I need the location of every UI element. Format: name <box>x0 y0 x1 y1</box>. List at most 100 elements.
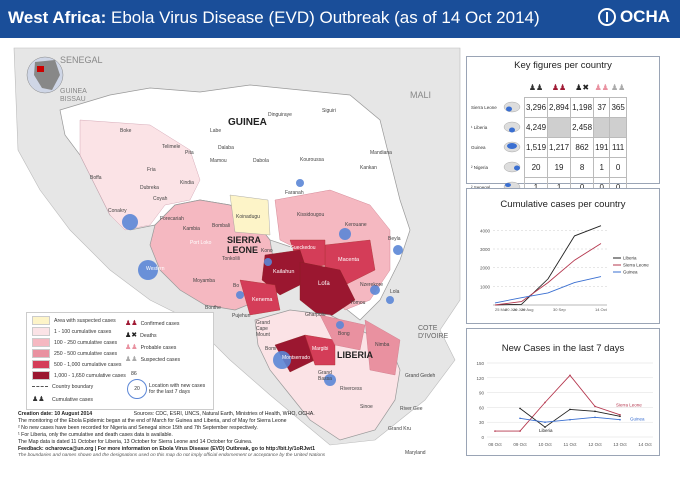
country-name: Sierra Leone <box>471 105 497 110</box>
cell <box>547 117 572 138</box>
footer-line: The Map data is dated 11 October for Lib… <box>18 439 253 445</box>
place: Margibi <box>312 346 329 352</box>
key-figures-table: ♟♟ ♟♟ ♟✖ ♟♟ ♟♟ Sierra Leone 3,296 2,894 … <box>467 77 627 198</box>
cumulative-icon: ♟♟ <box>528 82 544 92</box>
label-sierra-leone: SIERRA LEONE <box>227 235 261 255</box>
footer-line: ¹ For Liberia, only the cumulative and d… <box>18 432 173 438</box>
sources-text: Sources: CDC, ESRI, UNCS, Natural Earth,… <box>133 411 315 417</box>
y-tick-label: 3000 <box>480 247 491 252</box>
place: Kailahun <box>273 269 295 275</box>
lofa-district <box>299 261 356 321</box>
cell: 20 <box>523 157 549 178</box>
place: Gharpolu <box>305 312 326 318</box>
place: Telimele <box>162 144 181 150</box>
legend-item: Country boundary <box>32 384 93 390</box>
place: Grand Gedeh <box>405 373 436 379</box>
place: Kono <box>261 248 273 254</box>
guinea-west-cases <box>79 119 201 231</box>
y-tick-label: 60 <box>479 405 485 410</box>
probable-icon: ♟♟ <box>125 344 138 351</box>
ocha-logo: OCHA <box>597 7 670 27</box>
x-tick-label: 13 Oct <box>613 442 627 447</box>
country-name: Guinea <box>471 145 486 150</box>
label-mali: MALI <box>410 90 432 100</box>
legend-swatch <box>32 338 50 347</box>
cell: 365 <box>609 97 627 118</box>
series-label: Liberia <box>539 428 553 433</box>
place: Boffa <box>90 175 102 181</box>
bubble-legend-icon: 20 <box>127 379 147 399</box>
y-tick-label: 2000 <box>480 266 491 271</box>
title-bold: West Africa: <box>8 8 107 27</box>
legend-label: Deaths <box>140 333 157 339</box>
legend-label: 250 - 500 cumulative cases <box>54 350 118 357</box>
key-figures-panel: Key figures per country ♟♟ ♟♟ ♟✖ ♟♟ ♟♟ S… <box>466 56 660 198</box>
cell: 1,519 <box>523 137 549 158</box>
place: Western <box>146 266 165 272</box>
feedback: Feedback: ocharowca@un.org | For more in… <box>18 446 315 452</box>
deaths-icon: ♟✖ <box>575 82 590 92</box>
legend-item: ♟♟ Suspected cases <box>125 355 180 363</box>
key-figures-title: Key figures per country <box>514 60 612 71</box>
country-name: ² Nigeria <box>471 165 489 170</box>
place: River Gee <box>400 406 423 412</box>
bubble-legend-label: Location with new cases for the last 7 d… <box>149 383 206 395</box>
place: Maryland <box>405 450 426 456</box>
place: Kouroussa <box>300 157 324 163</box>
cell: 8 <box>570 157 595 178</box>
place: Gueckedou <box>290 245 316 251</box>
place: Dinguiraye <box>268 112 292 118</box>
cell: 19 <box>547 157 572 178</box>
bubble-kono <box>264 258 272 266</box>
cell: 1 <box>593 157 611 178</box>
place: Bo <box>233 283 240 289</box>
place: Koinadugu <box>236 214 260 220</box>
y-tick-label: 120 <box>476 376 484 381</box>
place: Dabola <box>253 158 269 164</box>
place: Lofa <box>318 281 330 287</box>
boundary-line-icon <box>32 386 48 388</box>
inset-marker <box>37 66 44 72</box>
legend-item: 250 - 500 cumulative cases <box>32 349 117 358</box>
bubble-nzerekore <box>370 285 380 295</box>
series-line-liberia <box>494 225 602 306</box>
legend-label: Probable cases <box>140 345 177 351</box>
cell: 1,217 <box>547 137 572 158</box>
legend-label: Country boundary <box>52 384 94 390</box>
map-legend: Area with suspected cases 1 - 100 cumula… <box>26 312 214 410</box>
confirmed-icon: ♟♟ <box>551 82 567 92</box>
cell: 2,458 <box>570 117 595 138</box>
new-cases-chart-panel: New Cases in the last 7 days 0 30 60 90 120 1… <box>466 328 660 456</box>
bubble-kerouane <box>339 228 351 240</box>
cell: 0 <box>609 157 627 178</box>
deaths-icon: ♟✖ <box>125 332 138 339</box>
place: Kambia <box>183 226 200 232</box>
series-line-sierra-leone <box>494 243 602 306</box>
series-line-guinea <box>494 276 602 304</box>
cumulative-icon: ♟♟ <box>32 396 45 403</box>
cell: 4,249 <box>523 117 549 138</box>
label-senegal: SENEGAL <box>60 55 103 65</box>
legend-item: 1 - 100 cumulative cases <box>32 327 111 336</box>
place: Conakry <box>108 208 127 214</box>
logo-text: OCHA <box>619 7 670 26</box>
x-tick-label: 20 Jun <box>513 307 525 312</box>
place: Forecariah <box>160 216 184 222</box>
cumulative-chart-panel: Cumulative cases per country 1000 2000 300… <box>466 188 660 324</box>
place: Siguiri <box>322 108 336 114</box>
cell: 191 <box>593 137 611 158</box>
koinadugu-district <box>229 194 271 236</box>
place: Kindia <box>180 180 194 186</box>
legend-item: ♟♟ Cumulative cases <box>32 395 93 403</box>
y-tick-label: 1000 <box>480 284 491 289</box>
legend-label: Confirmed cases <box>140 321 180 327</box>
place: Bomi <box>265 346 277 352</box>
place: Beyla <box>388 236 401 242</box>
place: Dubreka <box>140 185 159 191</box>
legend-swatch <box>32 316 50 325</box>
cumulative-chart-title: Cumulative cases per country <box>500 199 626 210</box>
bubble-beyla <box>393 245 403 255</box>
bubble-grand-bassa <box>324 374 336 386</box>
x-tick-label: 29 Aug <box>521 307 533 312</box>
